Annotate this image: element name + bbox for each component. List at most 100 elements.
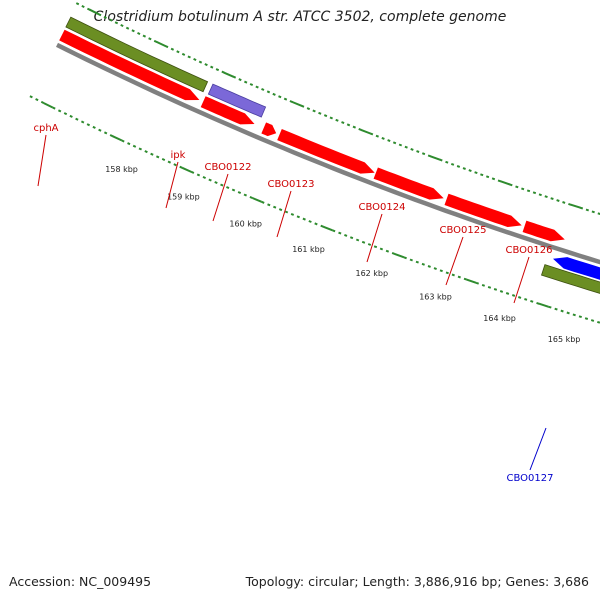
label-leader-cbo0124 <box>366 213 383 263</box>
minor-tick <box>346 123 351 127</box>
minor-tick <box>266 90 271 94</box>
minor-tick <box>568 202 572 206</box>
minor-tick <box>344 233 348 237</box>
minor-tick <box>361 240 366 244</box>
major-tick <box>291 101 302 107</box>
label-leader-cbo0125 <box>445 236 464 286</box>
minor-tick <box>301 104 305 108</box>
minor-tick <box>208 178 212 182</box>
minor-tick <box>329 116 333 120</box>
minor-tick <box>427 154 432 158</box>
minor-tick <box>387 139 391 143</box>
minor-tick <box>243 193 247 197</box>
minor-tick <box>463 277 468 281</box>
minor-tick <box>403 256 407 260</box>
kbp-tick-label: 161 kbp <box>292 245 325 254</box>
minor-tick <box>283 97 288 101</box>
minor-tick <box>125 26 130 30</box>
minor-tick <box>170 47 175 51</box>
minor-tick <box>445 271 449 275</box>
minor-tick <box>261 87 265 91</box>
major-tick <box>466 278 477 284</box>
minor-tick <box>497 179 501 183</box>
major-tick <box>570 203 581 209</box>
minor-tick <box>526 189 531 193</box>
minor-tick <box>220 183 224 187</box>
gene-cbo0124 <box>444 193 522 227</box>
minor-tick <box>439 269 443 273</box>
minor-tick <box>249 195 253 199</box>
major-tick <box>112 135 123 142</box>
minor-tick <box>131 29 135 33</box>
minor-tick <box>161 157 166 162</box>
minor-tick <box>272 92 276 96</box>
minor-tick <box>521 187 525 191</box>
minor-tick <box>409 258 413 262</box>
minor-tick <box>312 109 316 113</box>
minor-tick <box>238 78 242 82</box>
minor-tick <box>338 231 342 235</box>
major-tick <box>89 8 100 16</box>
minor-tick <box>114 21 119 25</box>
minor-tick <box>173 163 177 167</box>
minor-tick <box>474 171 478 175</box>
minor-tick <box>590 319 595 322</box>
minor-tick <box>450 162 455 166</box>
minor-tick <box>75 117 79 121</box>
minor-tick <box>410 147 414 151</box>
gene-ipk <box>207 83 267 118</box>
minor-tick <box>485 175 490 179</box>
minor-tick <box>391 251 396 255</box>
label-leader-cpha <box>37 134 47 187</box>
minor-tick <box>421 152 426 156</box>
minor-tick <box>176 50 180 54</box>
minor-tick <box>511 294 516 297</box>
minor-tick <box>86 7 91 11</box>
minor-tick <box>544 195 548 199</box>
minor-tick <box>532 191 537 195</box>
gene-label-cbo0125: CBO0125 <box>440 225 487 236</box>
minor-tick <box>433 267 437 271</box>
major-tick <box>181 166 192 173</box>
minor-tick <box>566 311 570 315</box>
gene-label-cbo0127: CBO0127 <box>507 473 554 484</box>
minor-tick <box>296 215 300 219</box>
label-leader-ipk <box>165 161 179 209</box>
gene-label-cbo0124: CBO0124 <box>359 202 406 213</box>
minor-tick <box>445 160 449 164</box>
minor-tick <box>120 23 124 28</box>
major-tick <box>360 128 371 135</box>
gene-label-cbo0123: CBO0123 <box>268 179 315 190</box>
minor-tick <box>332 229 336 233</box>
minor-tick <box>103 131 108 135</box>
minor-tick <box>318 111 322 115</box>
minor-tick <box>144 150 148 154</box>
minor-tick <box>284 210 289 214</box>
major-tick <box>500 180 511 186</box>
minor-tick <box>349 236 354 240</box>
minor-tick <box>196 173 201 177</box>
scale-tick-labels: 158 kbp 159 kbp 160 kbp 161 kbp 162 kbp 163 k… <box>105 165 580 344</box>
accession-text: Accession: NC_009495 <box>9 574 152 589</box>
minor-tick <box>81 4 85 9</box>
minor-tick <box>379 247 384 251</box>
minor-tick <box>148 37 152 41</box>
minor-tick <box>358 127 362 131</box>
kbp-tick-label: 162 kbp <box>355 269 388 278</box>
minor-tick <box>515 185 519 189</box>
minor-tick <box>572 313 576 317</box>
major-tick <box>43 102 54 109</box>
minor-tick <box>480 173 484 177</box>
minor-tick <box>404 145 408 149</box>
major-tick <box>538 302 549 308</box>
minor-tick <box>439 158 443 162</box>
kbp-tick-label: 163 kbp <box>419 292 452 301</box>
minor-tick <box>323 114 328 118</box>
minor-tick <box>352 125 356 129</box>
minor-tick <box>109 18 113 22</box>
map-title: Clostridium botulinum A str. ATCC 3502, … <box>93 9 507 25</box>
minor-tick <box>210 65 214 69</box>
major-tick <box>252 197 262 203</box>
minor-tick <box>451 273 455 277</box>
